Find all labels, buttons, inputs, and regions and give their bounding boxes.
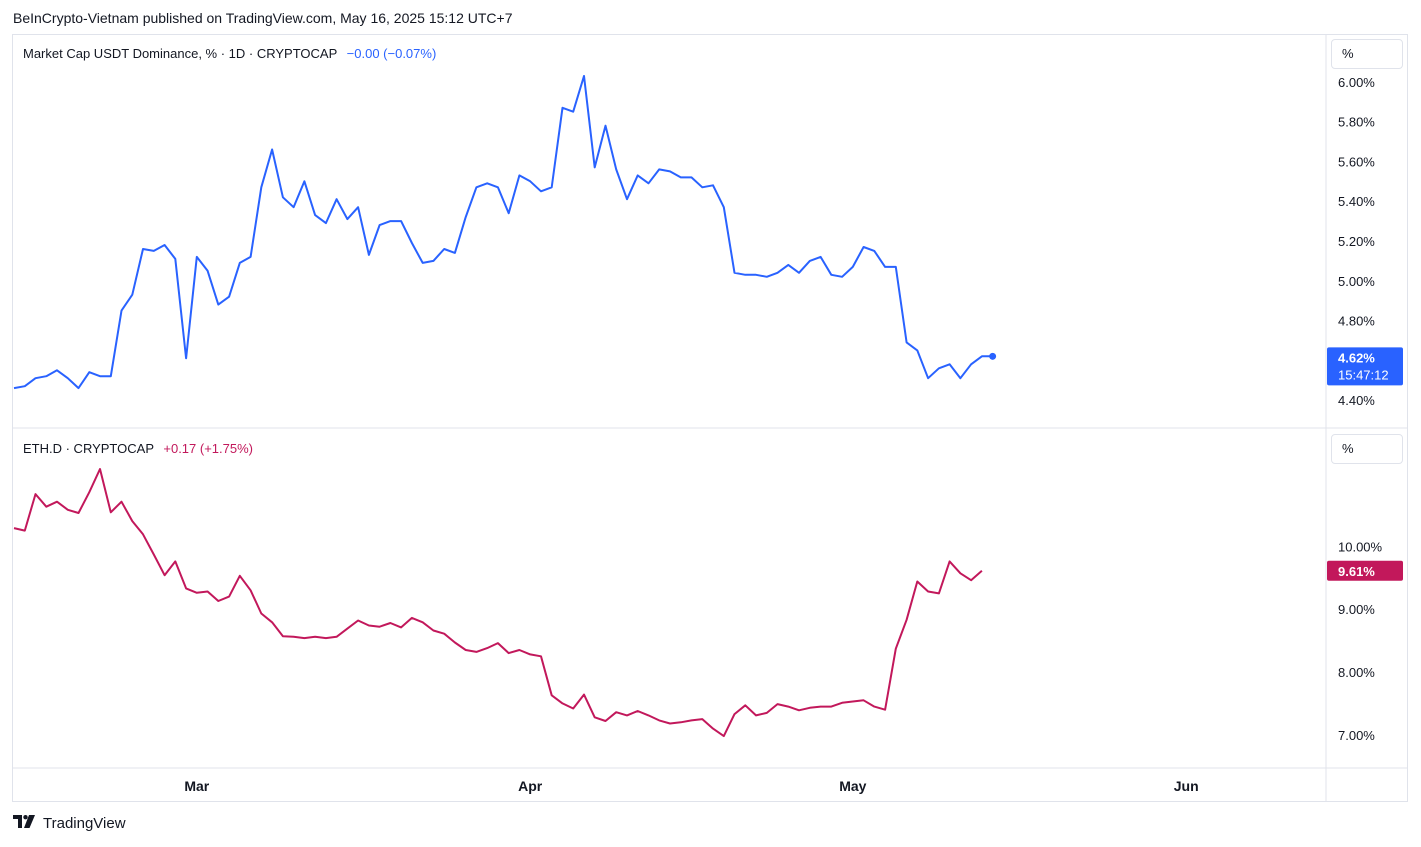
y-tick-label: 10.00% (1338, 539, 1383, 554)
y-tick-label: 9.00% (1338, 602, 1375, 617)
y-tick-label: 5.60% (1338, 154, 1375, 169)
last-price-badge-top: 4.62% 15:47:12 (1327, 347, 1403, 386)
y-tick-label: 5.40% (1338, 194, 1375, 209)
brand-name: TradingView (43, 815, 126, 832)
x-tick-label: May (839, 778, 866, 794)
y-tick-label: 5.00% (1338, 274, 1375, 289)
x-tick-label: Mar (184, 778, 209, 794)
publisher-line: BeInCrypto-Vietnam published on TradingV… (13, 10, 513, 26)
countdown-label: 15:47:12 (1338, 367, 1389, 382)
top-legend-change: −0.00 (−0.07%) (346, 46, 437, 61)
tradingview-logo-icon (13, 815, 37, 832)
top-unit-button[interactable]: % (1331, 39, 1403, 69)
top-legend[interactable]: Market Cap USDT Dominance, % · 1D · CRYP… (23, 46, 436, 61)
y-tick-label: 4.40% (1338, 393, 1375, 408)
y-tick-label: 5.80% (1338, 115, 1375, 130)
x-tick-label: Jun (1174, 778, 1199, 794)
y-tick-label: 6.00% (1338, 75, 1375, 90)
y-tick-label: 4.80% (1338, 314, 1375, 329)
chart-frame (12, 34, 1408, 802)
y-tick-label: 8.00% (1338, 665, 1375, 680)
last-value-label: 9.61% (1338, 564, 1375, 579)
top-unit-label: % (1342, 46, 1354, 61)
last-value-badge-bg (1327, 560, 1403, 581)
series-line[interactable] (13, 75, 993, 390)
last-value-badge-bg (1327, 347, 1403, 386)
x-tick-label: Apr (518, 778, 543, 794)
bottom-unit-label: % (1342, 441, 1354, 456)
last-point-marker (989, 352, 997, 360)
y-tick-label: 5.20% (1338, 234, 1375, 249)
y-tick-label: 7.00% (1338, 728, 1375, 743)
bottom-legend-symbol: ETH.D · CRYPTOCAP (23, 441, 154, 456)
last-value-label: 4.62% (1338, 350, 1375, 365)
bottom-unit-button[interactable]: % (1331, 434, 1403, 464)
brand[interactable]: TradingView (13, 815, 126, 832)
bottom-legend-change: +0.17 (+1.75%) (163, 441, 253, 456)
last-price-badge-bottom: 9.61% (1327, 560, 1403, 581)
series-line[interactable] (13, 468, 983, 738)
bottom-legend[interactable]: ETH.D · CRYPTOCAP +0.17 (+1.75%) (23, 441, 253, 456)
top-legend-symbol: Market Cap USDT Dominance, % · 1D · CRYP… (23, 46, 338, 61)
